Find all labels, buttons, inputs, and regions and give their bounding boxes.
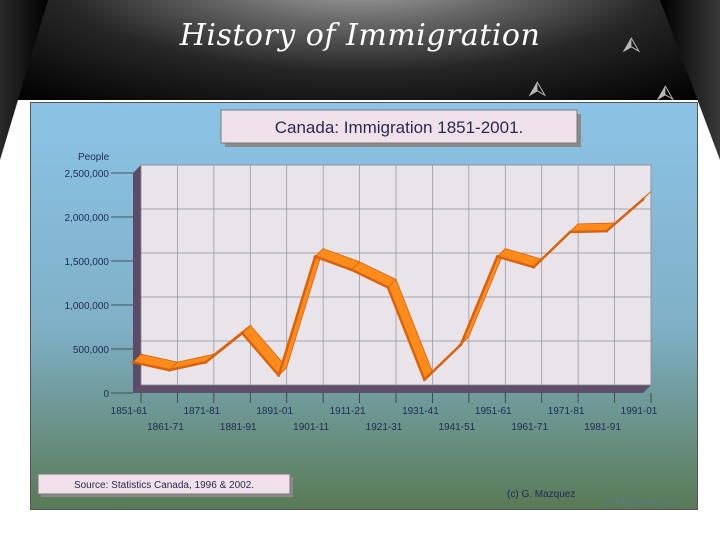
y-axis-label: People [78,152,110,163]
watermark-text: © PopChart.com [605,497,679,508]
y-tick-label: 1,500,000 [65,257,110,268]
x-tick-label: 1981-91 [584,422,621,433]
source-text: Source: Statistics Canada, 1996 & 2002. [74,480,254,491]
series-point [641,197,645,201]
x-tick-label: 1991-01 [621,406,658,417]
series-point [131,360,135,364]
series-point [204,360,208,364]
x-tick-label: 1951-61 [475,406,512,417]
series-point [495,255,499,259]
y-tick-label: 2,000,000 [65,213,110,224]
chart-image: Canada: Immigration 1851-2001. People 0 500… [30,102,698,510]
y-tick-label: 1,000,000 [65,301,110,312]
x-tick-label: 1871-81 [184,406,221,417]
series-point [277,373,281,377]
x-tick-label: 1911-21 [330,406,366,417]
series-point [240,331,244,335]
x-tick-label: 1921-31 [366,422,403,433]
series-point [350,268,354,272]
plot-floor [133,385,651,393]
series-point [568,230,572,234]
x-tick-label: 1861-71 [147,422,184,433]
chart-title: Canada: Immigration 1851-2001. [275,118,524,137]
series-point [459,343,463,347]
x-tick-label: 1961-71 [511,422,548,433]
up-arrow-circle-icon[interactable]: ⮙ [656,80,675,105]
immigration-chart: Canada: Immigration 1851-2001. People 0 500… [31,103,697,509]
chart-title-box [220,109,578,144]
slide-header: History of Immigration ⮙ ⮙ ⮙ [0,0,720,104]
x-tick-label: 1891-01 [256,406,293,417]
series-point [422,378,426,382]
y-tick-label: 2,500,000 [65,169,110,180]
series-point [605,229,609,233]
x-tick-label: 1971-81 [548,406,585,417]
up-arrow-circle-icon[interactable]: ⮙ [528,76,547,101]
x-tick-label: 1941-51 [439,422,476,433]
series-point [386,285,390,289]
series-point [167,368,171,372]
y-tick-label: 500,000 [73,345,110,356]
x-tick-label: 1931-41 [402,406,439,417]
series-point [313,255,317,259]
series-point [532,265,536,269]
slide-title: History of Immigration [179,18,541,53]
x-tick-label: 1851-61 [111,406,148,417]
y-tick-label: 0 [103,389,109,400]
credit-text: (c) G. Mazquez [507,489,575,500]
x-tick-label: 1881-91 [220,422,257,433]
source-box [37,473,291,495]
up-arrow-circle-icon[interactable]: ⮙ [622,32,641,57]
x-tick-label: 1901-11 [293,422,329,433]
plot-side-wall [133,165,141,393]
